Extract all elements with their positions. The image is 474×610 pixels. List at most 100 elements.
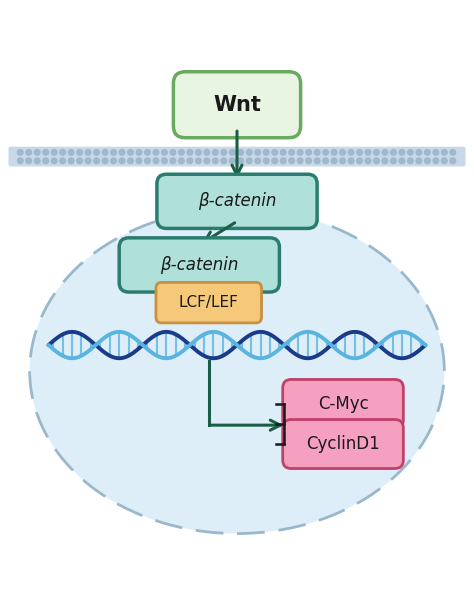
Circle shape [238,158,244,163]
FancyBboxPatch shape [157,174,317,228]
Circle shape [297,149,303,155]
Circle shape [85,158,91,163]
Circle shape [272,158,277,163]
Circle shape [179,149,184,155]
Circle shape [102,149,108,155]
Circle shape [441,149,447,155]
Circle shape [212,158,218,163]
Circle shape [221,149,227,155]
Circle shape [128,158,133,163]
Circle shape [145,149,150,155]
Circle shape [145,158,150,163]
Circle shape [450,149,456,155]
Circle shape [297,158,303,163]
Circle shape [119,158,125,163]
Circle shape [365,149,371,155]
Circle shape [212,149,218,155]
Circle shape [348,149,354,155]
Circle shape [450,158,456,163]
Circle shape [314,158,320,163]
Circle shape [51,149,57,155]
Text: β-catenin: β-catenin [160,256,238,274]
Circle shape [26,158,32,163]
Circle shape [111,158,117,163]
Circle shape [382,149,388,155]
Circle shape [153,149,159,155]
Circle shape [162,149,167,155]
Circle shape [280,158,286,163]
Circle shape [102,158,108,163]
FancyBboxPatch shape [9,146,465,167]
Circle shape [196,149,201,155]
Circle shape [433,158,438,163]
Circle shape [433,149,438,155]
Circle shape [357,149,362,155]
Circle shape [306,158,311,163]
Circle shape [399,158,405,163]
Text: C-Myc: C-Myc [318,395,368,413]
Circle shape [238,149,244,155]
Circle shape [77,149,82,155]
Circle shape [399,149,405,155]
Circle shape [111,149,117,155]
Circle shape [43,158,48,163]
Circle shape [289,149,294,155]
Circle shape [441,158,447,163]
Circle shape [331,158,337,163]
Circle shape [196,158,201,163]
Circle shape [204,158,210,163]
Circle shape [382,158,388,163]
Circle shape [391,158,396,163]
Circle shape [94,158,100,163]
Circle shape [272,149,277,155]
Circle shape [77,158,82,163]
Circle shape [340,158,346,163]
Circle shape [331,149,337,155]
Circle shape [306,149,311,155]
Circle shape [18,149,23,155]
Circle shape [246,149,252,155]
Circle shape [255,149,261,155]
Circle shape [85,149,91,155]
Circle shape [255,158,261,163]
FancyBboxPatch shape [283,379,403,428]
Circle shape [425,149,430,155]
Circle shape [280,149,286,155]
Circle shape [26,149,32,155]
Circle shape [229,158,235,163]
Circle shape [264,149,269,155]
Circle shape [416,149,422,155]
Circle shape [60,149,65,155]
Circle shape [425,158,430,163]
Circle shape [187,149,193,155]
Circle shape [408,149,413,155]
Circle shape [365,158,371,163]
Circle shape [357,158,362,163]
Circle shape [374,158,379,163]
Circle shape [348,158,354,163]
Circle shape [391,149,396,155]
Circle shape [170,158,176,163]
Circle shape [136,149,142,155]
Circle shape [43,149,48,155]
FancyBboxPatch shape [173,72,301,138]
Text: Wnt: Wnt [213,95,261,115]
Circle shape [68,149,74,155]
Circle shape [323,149,328,155]
Circle shape [374,149,379,155]
Circle shape [323,158,328,163]
Circle shape [170,149,176,155]
Ellipse shape [30,209,444,534]
FancyBboxPatch shape [119,238,279,292]
Circle shape [416,158,422,163]
Text: LCF/LEF: LCF/LEF [179,295,239,310]
Text: CyclinD1: CyclinD1 [306,435,380,453]
Circle shape [60,158,65,163]
Circle shape [94,149,100,155]
Circle shape [221,158,227,163]
Circle shape [18,158,23,163]
Circle shape [204,149,210,155]
Circle shape [187,158,193,163]
Circle shape [119,149,125,155]
Circle shape [340,149,346,155]
